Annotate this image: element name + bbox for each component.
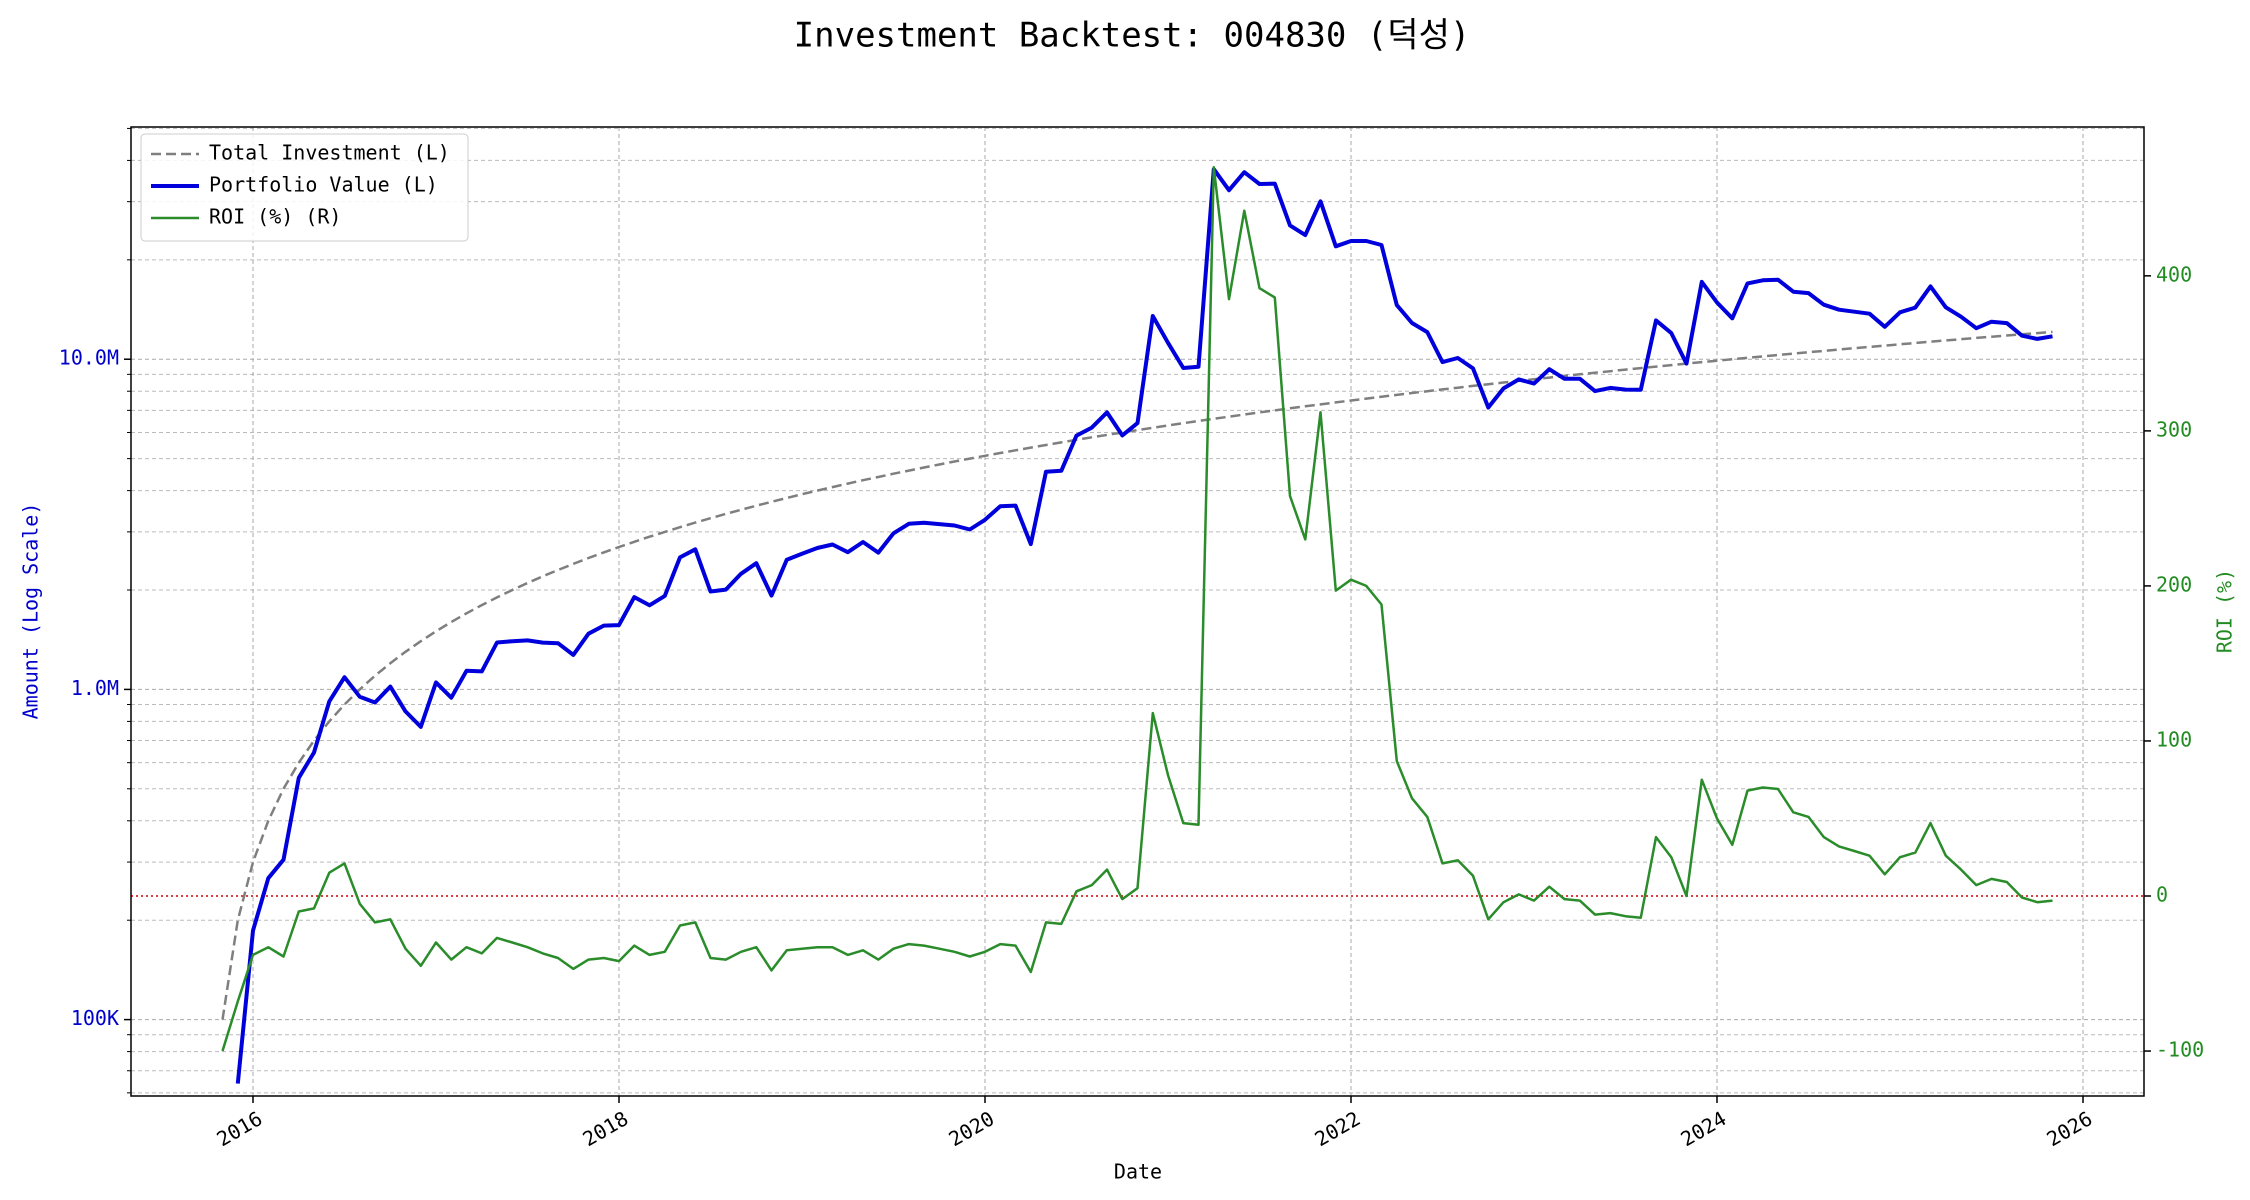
y-tick-label: 10.0M — [59, 346, 119, 370]
y2-tick-label: 0 — [2156, 882, 2168, 906]
y2-tick-label: -100 — [2156, 1038, 2204, 1062]
legend-box — [140, 133, 469, 242]
y-tick-label: 1.0M — [71, 676, 119, 700]
y2-tick-label: 300 — [2156, 417, 2192, 441]
y2-tick-label: 200 — [2156, 572, 2192, 596]
y-tick-label: 100K — [71, 1006, 119, 1030]
y2-axis-label: ROI (%) — [2213, 569, 2237, 653]
legend-label: Portfolio Value (L) — [209, 173, 438, 197]
plot-frame — [130, 126, 2145, 1097]
series-line — [235, 167, 2053, 1084]
x-axis-label: Date — [1114, 1160, 1162, 1184]
y2-tick-label: 400 — [2156, 262, 2192, 286]
y2-tick-label: 100 — [2156, 727, 2192, 751]
legend-label: ROI (%) (R) — [209, 205, 341, 229]
plot-area — [221, 166, 2053, 1084]
legend-label: Total Investment (L) — [209, 141, 450, 165]
chart-title: Investment Backtest: 004830 (덕성) — [794, 16, 1471, 56]
y-axis-label: Amount (Log Scale) — [19, 503, 43, 720]
series-line — [221, 166, 2053, 1052]
